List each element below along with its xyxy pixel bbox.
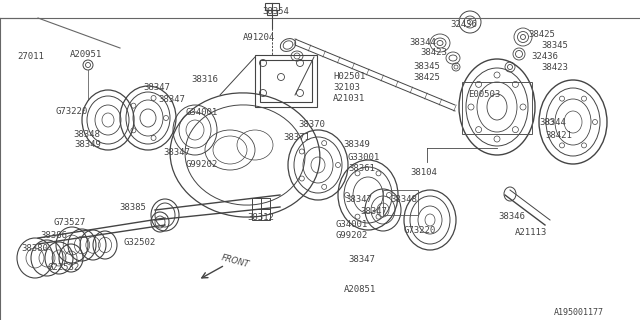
Text: 38344: 38344 <box>539 118 566 127</box>
Text: 38316: 38316 <box>191 75 218 84</box>
Text: G34001: G34001 <box>335 220 367 229</box>
Text: 38347: 38347 <box>345 195 372 204</box>
Text: G34001: G34001 <box>185 108 217 117</box>
Text: G73220: G73220 <box>404 226 436 235</box>
Text: A91204: A91204 <box>243 33 275 42</box>
Text: 38423: 38423 <box>541 63 568 72</box>
Text: 38344: 38344 <box>409 38 436 47</box>
Bar <box>383 190 418 215</box>
Text: A195001177: A195001177 <box>554 308 604 317</box>
Text: 32436: 32436 <box>531 52 558 61</box>
Text: G32502: G32502 <box>124 238 156 247</box>
Text: 38361: 38361 <box>348 164 375 173</box>
Text: 38349: 38349 <box>343 140 370 149</box>
Text: A21031: A21031 <box>333 94 365 103</box>
Bar <box>252 198 270 220</box>
Text: 38371: 38371 <box>283 133 310 142</box>
Text: 38345: 38345 <box>541 41 568 50</box>
Text: 38349: 38349 <box>74 140 101 149</box>
Text: 38380: 38380 <box>21 244 48 253</box>
Text: G73220: G73220 <box>55 107 87 116</box>
Bar <box>260 60 312 102</box>
Bar <box>255 55 317 107</box>
Text: 32436: 32436 <box>450 20 477 29</box>
Text: 38345: 38345 <box>413 62 440 71</box>
Bar <box>462 82 532 134</box>
Text: E00503: E00503 <box>468 90 500 99</box>
Text: 38425: 38425 <box>528 30 555 39</box>
Text: 38347: 38347 <box>143 83 170 92</box>
Text: 38385: 38385 <box>119 203 146 212</box>
Text: FRONT: FRONT <box>220 253 250 269</box>
Text: 38347: 38347 <box>348 255 375 264</box>
Text: G22532: G22532 <box>48 263 80 272</box>
Text: 38312: 38312 <box>247 213 274 222</box>
Text: 38386: 38386 <box>40 231 67 240</box>
Text: 38423: 38423 <box>420 48 447 57</box>
Text: 27011: 27011 <box>17 52 44 61</box>
Text: 38354: 38354 <box>262 7 289 16</box>
Text: G99202: G99202 <box>335 231 367 240</box>
Text: 38370: 38370 <box>298 120 325 129</box>
Bar <box>265 3 279 10</box>
Text: A20951: A20951 <box>70 50 102 59</box>
Text: 38347: 38347 <box>360 207 387 216</box>
Bar <box>267 10 277 15</box>
Text: 38347: 38347 <box>158 95 185 104</box>
Text: 38425: 38425 <box>413 73 440 82</box>
Text: A20851: A20851 <box>344 285 376 294</box>
Text: 38346: 38346 <box>498 212 525 221</box>
Text: 32103: 32103 <box>333 83 360 92</box>
Text: 38348: 38348 <box>390 195 417 204</box>
Text: G99202: G99202 <box>186 160 218 169</box>
Text: 38348: 38348 <box>73 130 100 139</box>
Text: A21113: A21113 <box>515 228 547 237</box>
Text: 38104: 38104 <box>410 168 437 177</box>
Text: G73527: G73527 <box>54 218 86 227</box>
Text: G33001: G33001 <box>348 153 380 162</box>
Text: 38421: 38421 <box>545 131 572 140</box>
Text: 38347: 38347 <box>163 148 190 157</box>
Text: H02501: H02501 <box>333 72 365 81</box>
